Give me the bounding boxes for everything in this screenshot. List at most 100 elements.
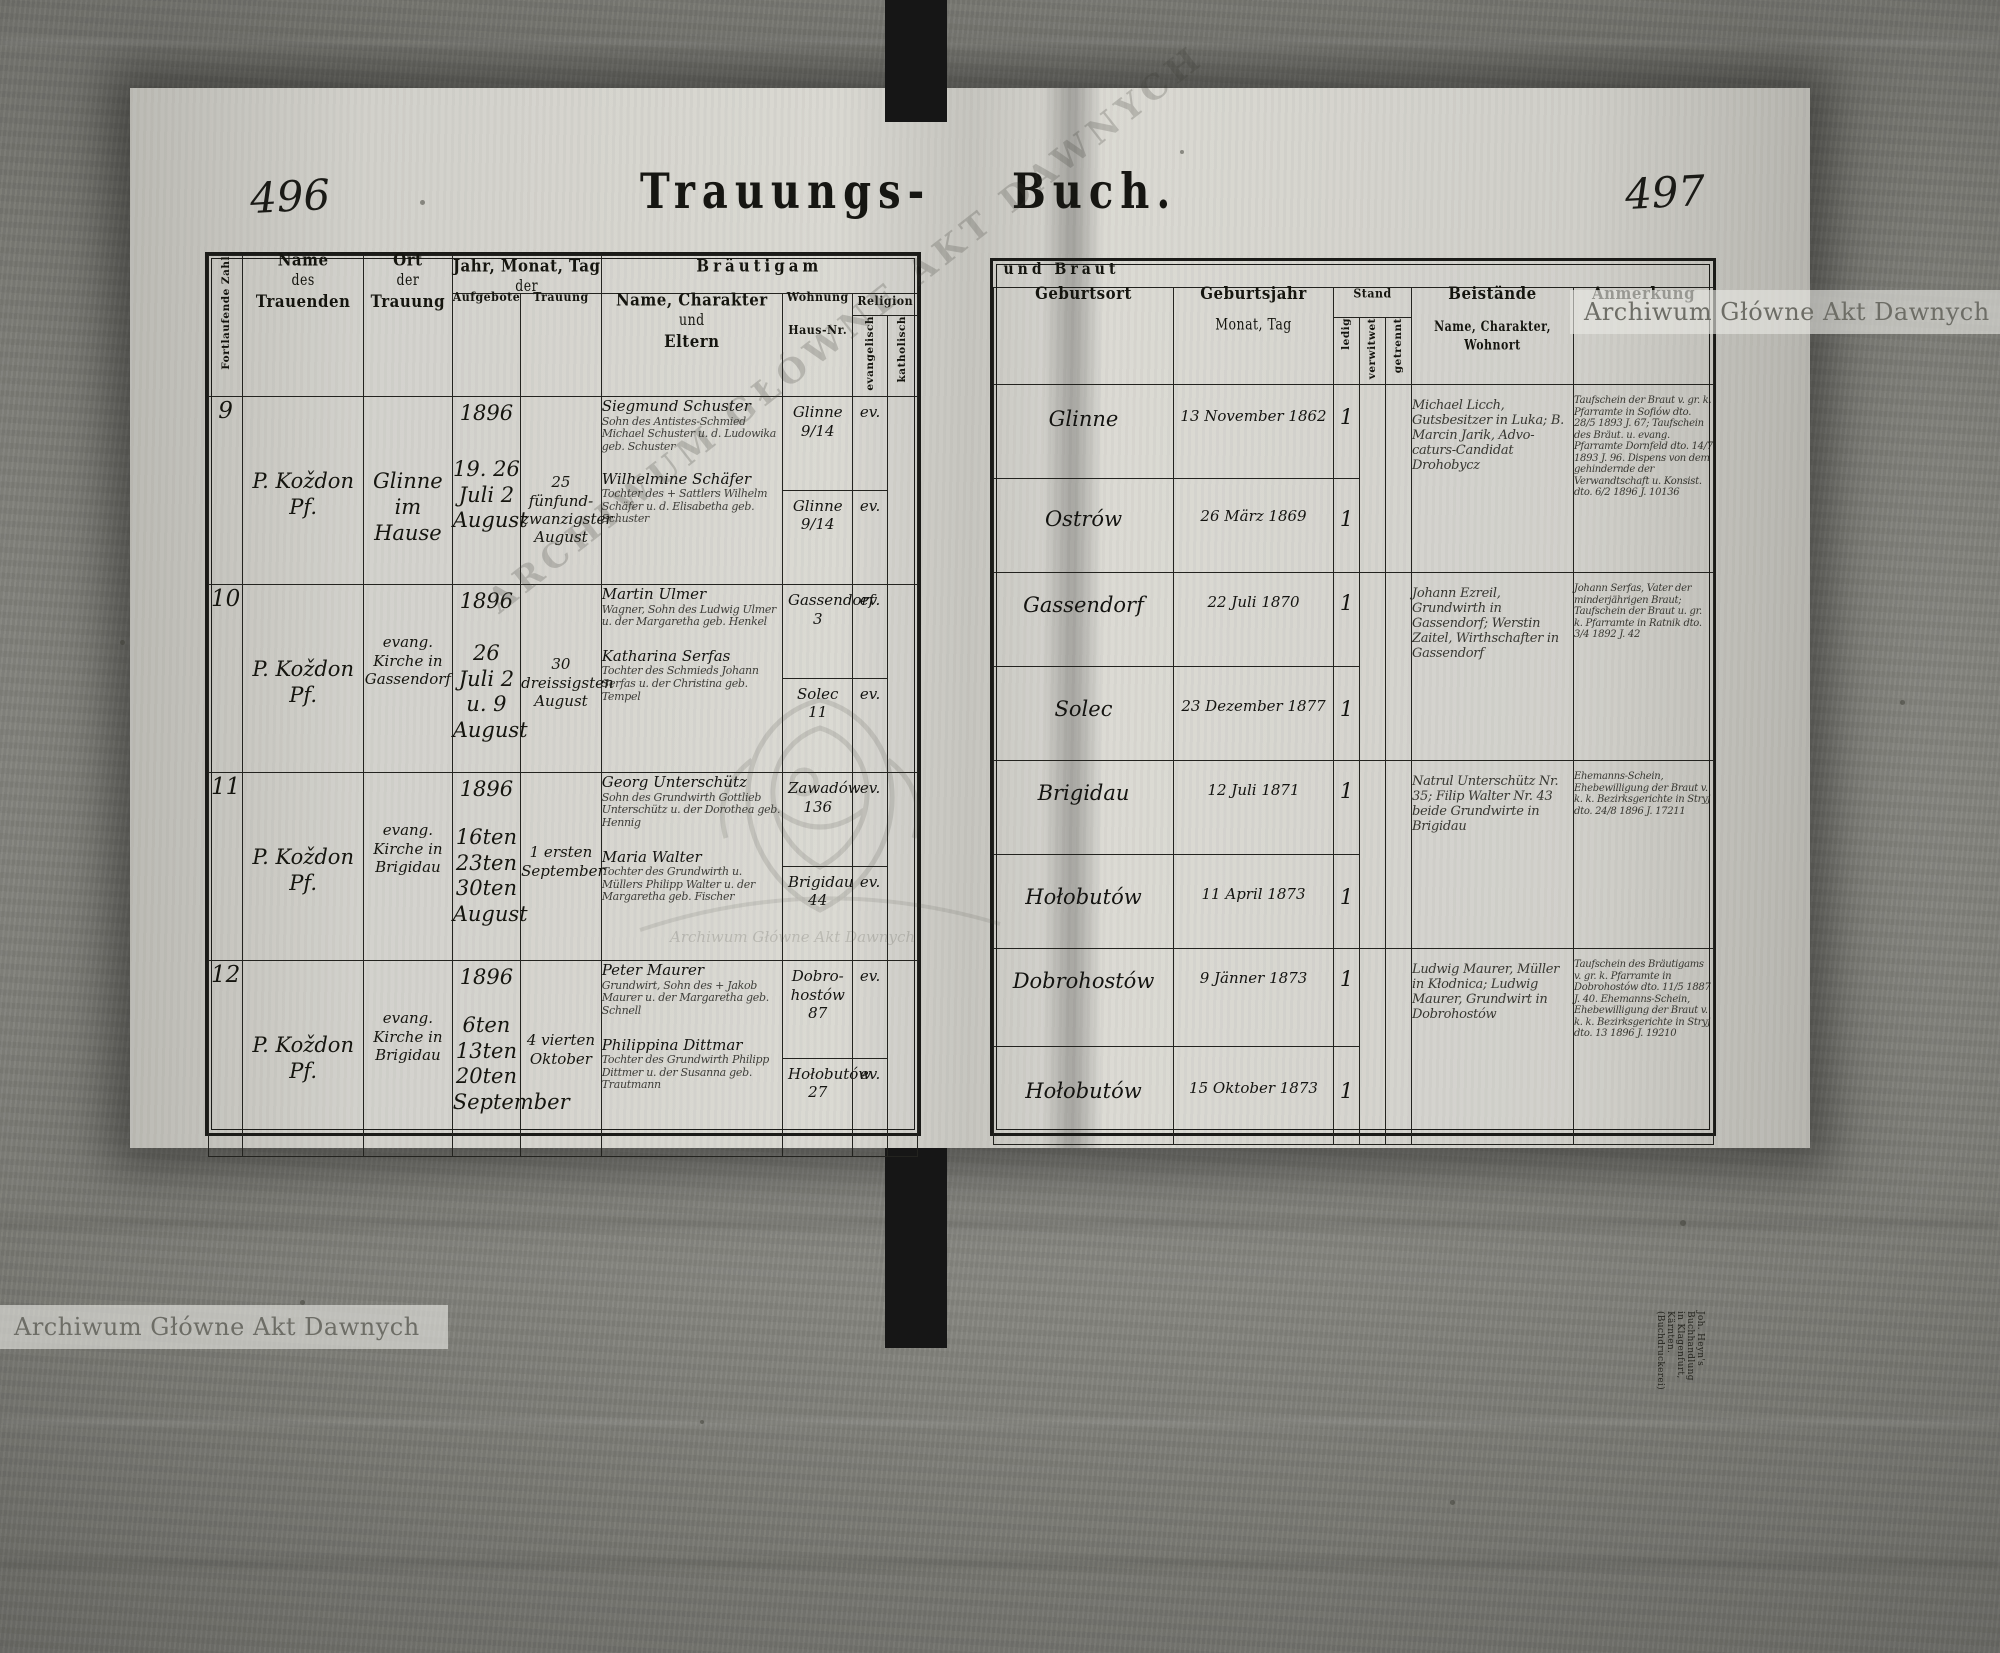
cell-status-separated: [1385, 760, 1412, 950]
cell-officiant: P. Koždon Pf.: [242, 396, 365, 586]
cell-banns: 1896 19. 26 Juli 2 August: [451, 396, 528, 586]
cell-wedding-date: 30 dreissigsten August: [520, 584, 614, 774]
cell-officiant: P. Koždon Pf.: [242, 772, 365, 962]
cell-status-widowed: [1359, 572, 1386, 762]
table-row[interactable]: Brigidau Hołobutów 12 Juli 1871 11 April…: [993, 760, 1715, 950]
bride-religion: ev.: [859, 1064, 881, 1083]
table-row[interactable]: Gassendorf Solec 22 Juli 1870 23 Dezembe…: [993, 572, 1715, 762]
cell-dwelling: Gassendorf 3 Solec 11: [781, 584, 874, 774]
table-row[interactable]: 11 P. Koždon Pf. evang. Kirche in Brigid…: [207, 772, 919, 962]
groom-parents: Wagner, Sohn des Ludwig Ulmer u. der Mar…: [601, 602, 777, 629]
table-row[interactable]: Glinne Ostrów 13 November 1862 26 März 1…: [993, 384, 1715, 574]
groom-status: 1: [1334, 385, 1359, 479]
bride-status: 1: [1339, 506, 1354, 531]
bride-dwelling: Glinne 9/14: [792, 496, 843, 534]
cell-banns: 1896 26 Juli 2 u. 9 August: [451, 584, 528, 774]
cell-banns: 1896 16ten 23ten 30ten August: [451, 772, 528, 962]
groom-name: Peter Maurer: [601, 961, 705, 980]
binding-strap-top: [885, 0, 947, 122]
cell-birthplace: Brigidau Hołobutów: [993, 760, 1174, 950]
cell-officiant: P. Koždon Pf.: [242, 584, 365, 774]
bride-religion: ev.: [859, 496, 881, 515]
watermark-bar-right: Archiwum Główne Akt Dawnych: [1570, 290, 2000, 334]
header-dwelling: Wohnung Haus-Nr.: [781, 287, 854, 403]
cell-dwelling: Dobro­hostów 87 Hołobutów 27: [781, 960, 871, 1158]
cell-groom-bride-names: Martin Ulmer Wagner, Sohn des Ludwig Ulm…: [600, 584, 783, 774]
bride-parents: Tochter des + Sattlers Wilhelm Schäfer u…: [601, 486, 768, 526]
header-status-separated: getrennt: [1385, 316, 1412, 386]
cell-number: 9: [207, 396, 244, 586]
page-title-left: Trauungs-: [640, 162, 932, 221]
cell-number: 11: [207, 772, 244, 962]
groom-status: 1: [1334, 573, 1359, 667]
table-row[interactable]: 9 P. Koždon Pf. Glinne im Hause 1896 19.…: [207, 396, 919, 586]
cell-status-single: 1 1: [1333, 760, 1360, 950]
header-name: Name des Trauenden: [242, 246, 365, 406]
page-number-right: 497: [1623, 165, 1707, 220]
header-banns: Aufgebote: [451, 287, 522, 403]
cell-religion-cath: [886, 960, 919, 1158]
cell-witnesses: Ludwig Maurer, Müller in Kłodnica; Ludwi…: [1411, 948, 1574, 1146]
cell-religion-cath: [886, 584, 919, 774]
cell-wedding-date: 4 vierten Oktober: [520, 960, 602, 1158]
bride-birthplace: Hołobutów: [1025, 884, 1142, 909]
header-status-group: Stand: [1333, 284, 1412, 320]
header-place: Ort der Trauung: [363, 246, 453, 406]
bride-status: 1: [1339, 884, 1354, 909]
bride-birthplace: Ostrów: [1044, 506, 1123, 531]
groom-religion: ev.: [853, 773, 887, 867]
header-religion-catholic: katholisch: [886, 315, 919, 398]
groom-religion: ev.: [853, 397, 887, 491]
groom-birthplace: Brigidau: [994, 761, 1173, 855]
cell-status-single: 1 1: [1333, 572, 1360, 762]
cell-remark: Ehemanns-Schein, Ehebewilligung der Brau…: [1572, 760, 1715, 950]
left-grid: Fortlaufende Zahl Name des Trauenden Ort…: [207, 246, 919, 1158]
groom-birthplace: Glinne: [994, 385, 1173, 479]
cell-status-separated: [1385, 948, 1412, 1146]
cell-birthdate: 9 Jänner 1873 15 Oktober 1873: [1173, 948, 1334, 1146]
bride-birthdate: 11 April 1873: [1201, 884, 1306, 903]
cell-remark: Taufschein des Bräutigams v. gr. k. Pfar…: [1572, 948, 1715, 1146]
cell-groom-bride-names: Peter Maurer Grundwirt, Sohn des + Jakob…: [600, 960, 783, 1158]
register-table-right: und Braut Geburtsort Geburtsjahr Monat, …: [990, 258, 1716, 1390]
bride-birthdate: 26 März 1869: [1200, 506, 1307, 525]
cell-birthplace: Gassendorf Solec: [993, 572, 1174, 762]
cell-wedding-date: 1 ersten September: [520, 772, 605, 962]
cell-status-widowed: [1359, 760, 1386, 950]
cell-religion-cath: [886, 772, 919, 962]
groom-status: 1: [1334, 761, 1359, 855]
page-number-left: 496: [248, 169, 332, 224]
bride-birthplace: Hołobutów: [1025, 1078, 1142, 1103]
table-row[interactable]: Dobrohostów Hołobutów 9 Jänner 1873 15 O…: [993, 948, 1715, 1146]
bride-religion: ev.: [859, 684, 881, 703]
cell-religion-ev: ev. ev.: [852, 584, 888, 774]
table-row[interactable]: 10 P. Koždon Pf. evang. Kirche in Gassen…: [207, 584, 919, 774]
groom-religion: ev.: [853, 585, 887, 679]
cell-birthplace: Dobrohostów Hołobutów: [993, 948, 1174, 1146]
cell-religion-cath: [886, 396, 919, 586]
cell-religion-ev: ev. ev.: [852, 396, 888, 586]
header-birthyear: Geburtsjahr Monat, Tag: [1173, 280, 1334, 392]
bride-status: 1: [1339, 696, 1354, 721]
header-status-single: ledig: [1333, 316, 1360, 386]
header-religion-group: Religion: [852, 291, 918, 318]
groom-birthplace: Gassendorf: [994, 573, 1173, 667]
table-row[interactable]: 12 P. Koždon Pf. evang. Kirche in Brigid…: [207, 960, 919, 1158]
groom-religion: ev.: [853, 961, 887, 1059]
cell-witnesses: Michael Licch, Gutsbesitzer in Luka; B. …: [1411, 384, 1574, 574]
cell-marriage-place: Glinne im Hause: [363, 396, 453, 586]
publisher-imprint: Joh. Heyn's Buchhandlung in Klagenfurt, …: [1655, 1311, 1705, 1390]
binding-strap-bottom: [885, 1148, 947, 1348]
bride-name: Katharina Serfas: [601, 646, 731, 665]
watermark-bar-left: Archiwum Główne Akt Dawnych: [0, 1305, 448, 1349]
cell-birthplace: Glinne Ostrów: [993, 384, 1174, 574]
cell-status-widowed: [1359, 948, 1386, 1146]
cell-groom-bride-names: Georg Unterschütz Sohn des Grundwirth Go…: [600, 772, 783, 962]
bride-dwelling: Brigidau 44: [787, 872, 854, 910]
right-grid: und Braut Geburtsort Geburtsjahr Monat, …: [993, 259, 1715, 1146]
cell-status-single: 1 1: [1333, 948, 1360, 1146]
cell-birthdate: 12 Juli 1871 11 April 1873: [1173, 760, 1334, 950]
bride-birthdate: 23 Dezember 1877: [1181, 696, 1326, 715]
groom-dwelling: Dobro­hostów 87: [782, 961, 853, 1059]
